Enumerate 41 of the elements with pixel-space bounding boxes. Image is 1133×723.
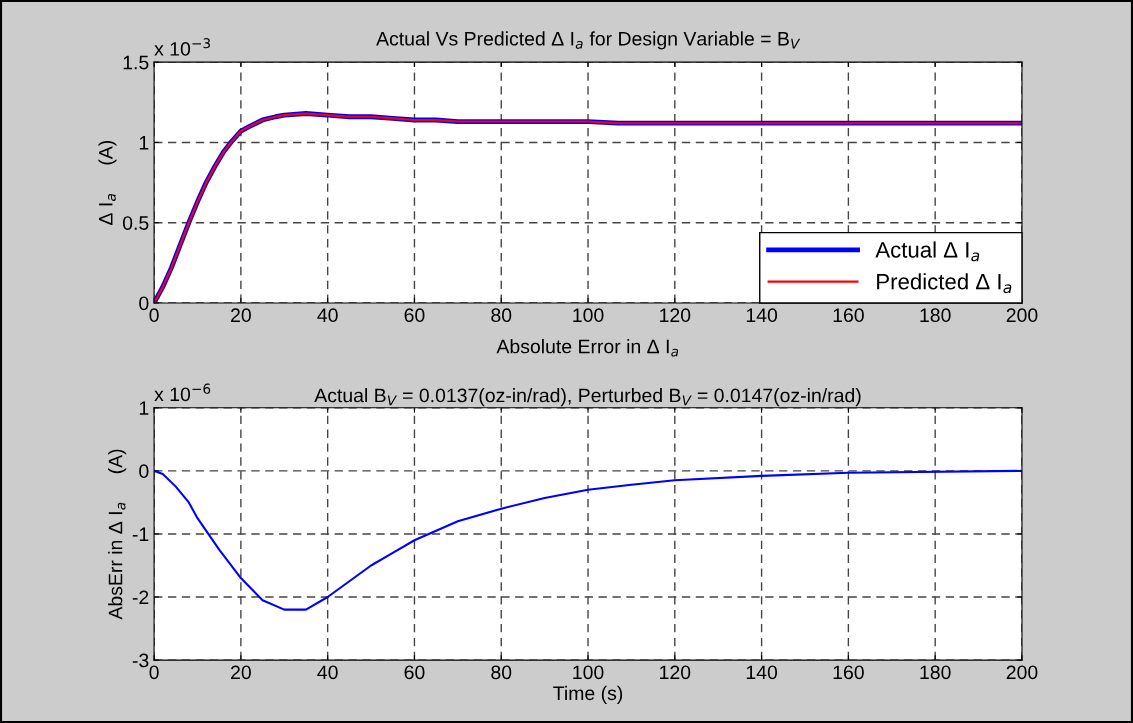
x-tick-label: 100 xyxy=(573,665,604,680)
chart-subtitle: Actual B$_{V}$ = 0.0137(oz-in/rad), Perturbed B$_{V}$ = 0.0147(oz-in/rad) xyxy=(314,388,861,407)
y-tick-label: -2 xyxy=(132,590,149,605)
y-tick-label: 1 xyxy=(139,401,149,415)
x-axis-title: Time (s) xyxy=(553,685,623,704)
x-tick-label: 140 xyxy=(746,665,778,680)
text: x 10$^{−3}$ xyxy=(154,38,210,56)
x-tick-label: 100 xyxy=(573,308,604,323)
text: Δ I$_{a}$ (A) xyxy=(98,140,117,225)
x-tick-label: 200 xyxy=(1006,308,1038,323)
x-tick-label: 20 xyxy=(231,308,251,323)
x-tick-label: 140 xyxy=(746,308,778,323)
text: AbsErr in Δ I$_{a}$ (A) xyxy=(108,449,127,620)
chart-title: Absolute Error in Δ I$_{a}$ xyxy=(496,339,679,357)
x-tick-label: 60 xyxy=(404,308,425,323)
y-tick-label: 0 xyxy=(139,296,149,311)
x-tick-label: 20 xyxy=(231,665,251,680)
legend-label: Predicted Δ I$_{a}$ xyxy=(877,273,1012,294)
legend-label: Actual Δ I$_{a}$ xyxy=(875,241,980,262)
x-tick-label: 160 xyxy=(833,665,864,680)
y-tick-label: 1.5 xyxy=(123,55,149,70)
x-tick-label: 80 xyxy=(491,665,512,680)
y-tick-label: 1 xyxy=(139,136,149,150)
y-tick-label: 0.5 xyxy=(122,216,149,230)
y-tick-label: -3 xyxy=(132,653,149,668)
x-tick-label: 120 xyxy=(660,308,691,323)
y-tick-label: 0 xyxy=(139,464,149,479)
x-tick-label: 0 xyxy=(149,308,159,323)
x-tick-label: 40 xyxy=(317,308,338,323)
y-tick-label: -1 xyxy=(132,527,149,541)
x-tick-label: 60 xyxy=(404,665,425,680)
x-tick-label: 80 xyxy=(491,308,512,323)
x-tick-label: 160 xyxy=(833,308,864,323)
x-tick-label: 180 xyxy=(920,665,951,680)
chart-title: Actual Vs Predicted Δ I$_{a}$ for Design Variable = B$_{V}$ xyxy=(376,31,801,50)
text: x 10$^{−6}$ xyxy=(154,383,211,402)
x-tick-label: 40 xyxy=(317,665,338,680)
x-tick-label: 180 xyxy=(920,308,951,323)
x-tick-label: 200 xyxy=(1006,665,1038,680)
x-tick-label: 0 xyxy=(149,665,159,680)
x-tick-label: 120 xyxy=(660,665,691,680)
